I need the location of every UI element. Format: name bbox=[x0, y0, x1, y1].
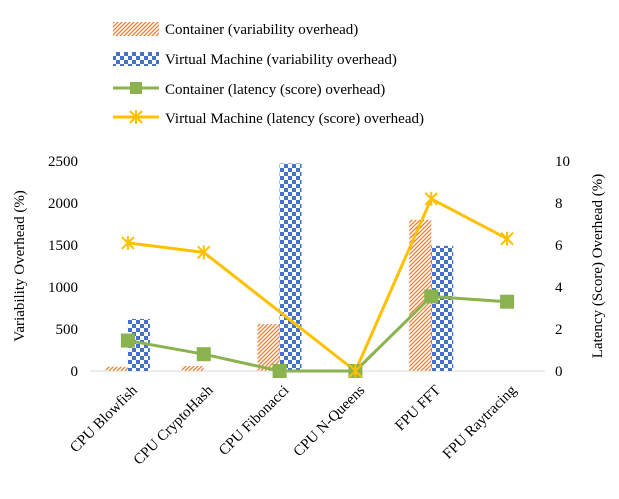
data-point-square bbox=[424, 289, 439, 304]
legend-label-vm-latency: Virtual Machine (latency (score) overhea… bbox=[165, 111, 424, 127]
y-axis-title-right: Latency (Score) Overhead (%) bbox=[590, 174, 606, 358]
bar bbox=[127, 318, 150, 371]
data-point-star bbox=[348, 364, 363, 378]
legend-item-vm-variability: Virtual Machine (variability overhead) bbox=[113, 52, 397, 68]
category-label: FPU Raytracing bbox=[440, 382, 520, 462]
data-point-square bbox=[120, 333, 135, 348]
category-label: CPU CryptoHash bbox=[131, 382, 217, 468]
data-point-star bbox=[197, 245, 211, 260]
legend-item-container-variability: Container (variability overhead) bbox=[113, 22, 358, 38]
category-label: CPU N-Queens bbox=[291, 382, 369, 460]
y-tick-left: 500 bbox=[56, 322, 79, 338]
bar bbox=[431, 245, 454, 371]
data-point-square bbox=[196, 347, 211, 362]
y-tick-right: 6 bbox=[555, 238, 563, 254]
legend: Container (variability overhead) Virtual… bbox=[113, 22, 424, 127]
data-point-star bbox=[121, 235, 135, 250]
y-tick-right: 10 bbox=[555, 154, 570, 170]
bar bbox=[181, 365, 204, 371]
legend-item-vm-latency: Virtual Machine (latency (score) overhea… bbox=[113, 110, 424, 127]
legend-swatch-vm-variability bbox=[113, 52, 159, 66]
bar bbox=[257, 323, 280, 371]
legend-swatch-container-variability bbox=[113, 22, 159, 36]
legend-label-vm-variability: Virtual Machine (variability overhead) bbox=[165, 52, 397, 68]
y-tick-left: 0 bbox=[71, 364, 79, 380]
bar bbox=[105, 366, 128, 371]
data-point-star bbox=[424, 191, 438, 206]
y-tick-left: 1500 bbox=[48, 238, 78, 254]
y-tick-right: 4 bbox=[555, 280, 563, 296]
category-label: FPU FFT bbox=[392, 383, 444, 435]
y-tick-right: 8 bbox=[555, 196, 563, 212]
category-label: CPU Blowfish bbox=[67, 382, 141, 456]
y-tick-left: 2500 bbox=[48, 154, 78, 170]
bar bbox=[409, 219, 432, 371]
legend-marker-container-latency bbox=[130, 82, 142, 94]
legend-item-container-latency: Container (latency (score) overhead) bbox=[113, 82, 385, 98]
legend-marker-vm-latency bbox=[129, 110, 143, 124]
data-point-square bbox=[272, 364, 287, 378]
legend-label-container-variability: Container (variability overhead) bbox=[165, 22, 358, 38]
legend-label-container-latency: Container (latency (score) overhead) bbox=[165, 82, 385, 98]
y-tick-left: 1000 bbox=[48, 280, 78, 296]
y-tick-right: 2 bbox=[555, 322, 563, 338]
category-label: CPU Fibonacci bbox=[216, 383, 292, 459]
y-tick-left: 2000 bbox=[48, 196, 78, 212]
y-axis-title-left: Variability Overhead (%) bbox=[12, 190, 28, 342]
data-point-square bbox=[500, 294, 515, 309]
series-line bbox=[127, 294, 508, 373]
bar bbox=[279, 163, 302, 371]
y-tick-right: 0 bbox=[555, 364, 563, 380]
data-point-star bbox=[500, 231, 514, 246]
